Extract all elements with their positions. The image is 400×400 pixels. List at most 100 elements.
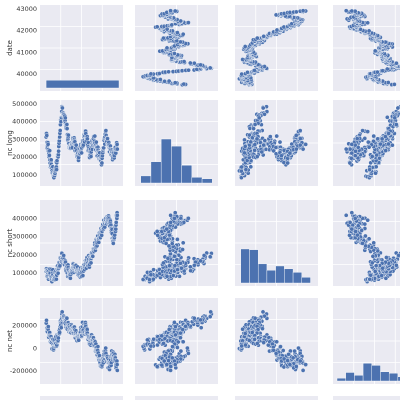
scatter-point: [56, 335, 61, 341]
scatter-point: [55, 270, 61, 276]
scatter-point: [64, 315, 70, 321]
y-tick-label-date-3: 43000: [16, 5, 37, 13]
scatter-point: [252, 147, 257, 153]
scatter-point: [151, 276, 156, 282]
scatter-point: [103, 345, 108, 351]
scatter-point: [48, 157, 54, 163]
scatter-point: [285, 358, 290, 363]
scatter-point: [370, 253, 376, 259]
scatter-point: [76, 337, 81, 343]
panel-nc-long-vs-nc-short: [235, 100, 318, 186]
y-tick-label-nc long-0: 100000: [12, 171, 37, 179]
scatter-point: [298, 136, 303, 141]
scatter-point: [180, 240, 186, 246]
panel-nc-short-vs-nc-net: [333, 200, 400, 286]
scatter-point: [181, 81, 187, 87]
y-tick-label-nc long-1: 200000: [12, 153, 37, 161]
scatter-point: [186, 351, 191, 356]
scatter-point: [172, 80, 178, 85]
histogram-bar-nc-long-3: [171, 145, 182, 184]
scatter-point: [191, 60, 197, 66]
y-tick-label-nc net-1: 0: [33, 344, 37, 352]
scatter-point: [161, 35, 166, 41]
scatter-point: [114, 142, 120, 147]
histogram-bar-nc-long-0: [140, 175, 152, 184]
scatter-point: [88, 154, 94, 159]
scatter-point: [238, 168, 244, 174]
scatter-point: [392, 82, 397, 87]
y-axis-label-nc-net: nc net: [6, 330, 14, 352]
panel-date-vs-nc-short: [235, 5, 318, 91]
scatter-point: [187, 60, 193, 66]
scatter-point: [155, 232, 160, 238]
scatter-point: [60, 105, 65, 111]
scatter-point: [179, 265, 184, 271]
scatter-point: [180, 247, 185, 252]
scatter-point: [198, 317, 203, 323]
scatter-point: [353, 148, 358, 154]
scatter-point: [178, 330, 183, 336]
scatter-point: [59, 309, 65, 315]
scatter-point: [92, 133, 98, 139]
scatter-point: [379, 273, 385, 278]
panel-nc-net-vs-date: [40, 298, 123, 384]
scatter-point: [64, 126, 70, 131]
histogram-bar-nc-long-4: [181, 165, 193, 184]
scatter-point: [172, 253, 177, 259]
scatter-point: [115, 146, 120, 152]
scatter-point: [239, 71, 244, 77]
panel-nc-net-vs-nc-short: [235, 298, 318, 384]
scatter-point: [44, 317, 49, 323]
scatter-point: [252, 122, 258, 127]
panel-nc-short-vs-nc-long: [135, 200, 218, 286]
scatter-point: [175, 237, 180, 242]
scatter-point: [347, 146, 353, 152]
scatter-point: [368, 272, 374, 278]
scatter-point: [166, 78, 172, 84]
scatter-point: [347, 232, 352, 238]
scatter-point: [260, 105, 266, 111]
scatter-point: [369, 260, 375, 266]
scatter-point: [365, 217, 371, 223]
scatter-point: [252, 315, 258, 321]
scatter-point: [296, 345, 301, 351]
histogram-bar-nc-long-1: [150, 161, 162, 184]
scatter-point: [180, 339, 186, 345]
scatter-point: [260, 309, 266, 315]
scatter-point: [175, 345, 180, 350]
scatter-point: [57, 128, 63, 133]
scatter-point: [85, 136, 90, 142]
scatter-point: [242, 331, 248, 336]
scatter-point: [168, 368, 173, 373]
scatter-point: [148, 272, 154, 278]
scatter-point: [172, 263, 178, 268]
scatter-point: [373, 263, 379, 269]
y-tick-label-nc long-2: 300000: [12, 135, 37, 143]
scatter-point: [303, 362, 309, 367]
y-tick-label-nc net-0: -200000: [10, 367, 37, 375]
panel-nc-net-vs-nc-net: [333, 298, 400, 384]
scatter-point: [173, 324, 178, 329]
scatter-point: [285, 160, 291, 166]
histogram-bar-nc-net-1: [345, 372, 355, 382]
scatter-point: [154, 24, 160, 30]
scatter-point: [252, 68, 257, 73]
scatter-point: [273, 12, 279, 18]
scatter-point: [287, 10, 293, 15]
scatter-point: [80, 273, 86, 278]
scatter-point: [161, 235, 167, 241]
scatter-point: [254, 136, 260, 142]
histogram-bar-nc-short-2: [257, 263, 268, 284]
scatter-point: [274, 133, 280, 139]
scatter-point: [181, 220, 187, 225]
histogram-bar-nc-net-4: [371, 365, 381, 382]
y-axis-label-nc-short: nc short: [6, 228, 14, 257]
panel-nc-long-vs-nc-net: [333, 100, 400, 186]
scatter-point: [175, 30, 180, 35]
scatter-point: [113, 226, 119, 232]
scatter-point: [394, 60, 399, 66]
scatter-point: [297, 128, 303, 133]
scatter-point: [249, 135, 255, 141]
histogram-bar-nc-net-3: [362, 363, 372, 382]
scatter-point: [394, 122, 399, 127]
